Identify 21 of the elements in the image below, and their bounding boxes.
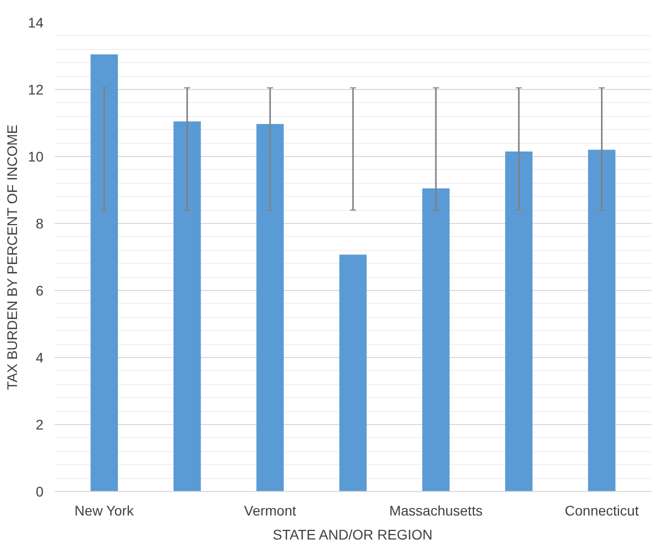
x-tick-label: New York [74, 502, 135, 518]
y-tick-label: 12 [28, 82, 44, 98]
bar [256, 124, 284, 492]
y-tick-label: 14 [28, 14, 44, 30]
bar [422, 188, 450, 492]
y-tick-label: 2 [36, 416, 44, 432]
x-tick-label: Massachusetts [389, 502, 483, 518]
x-tick-label: Connecticut [564, 502, 639, 518]
bar [90, 54, 118, 492]
y-axis-title: TAX BURDEN BY PERCENT OF INCOME [4, 124, 20, 390]
bar [588, 150, 616, 492]
bar [339, 254, 367, 492]
bar [505, 151, 533, 492]
y-tick-label: 0 [36, 484, 44, 500]
x-tick-label: Vermont [244, 502, 296, 518]
bar [173, 121, 201, 492]
y-tick-label: 10 [28, 148, 44, 164]
x-axis-title: STATE AND/OR REGION [272, 526, 432, 542]
y-tick-label: 8 [36, 216, 44, 232]
y-tick-label: 4 [36, 350, 44, 366]
y-tick-label: 6 [36, 282, 44, 298]
